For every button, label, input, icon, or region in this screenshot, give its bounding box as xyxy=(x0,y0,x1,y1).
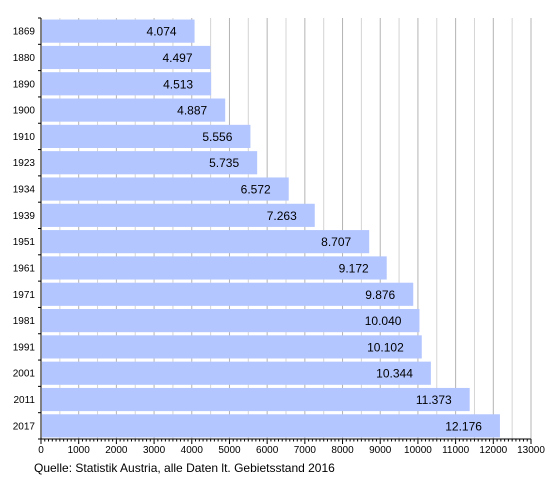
category-label: 1981 xyxy=(13,316,36,327)
x-tick-label: 3000 xyxy=(143,445,166,456)
category-label: 1900 xyxy=(13,106,36,117)
source-note: Quelle: Statistik Austria, alle Daten lt… xyxy=(34,461,335,475)
x-tick-label: 11000 xyxy=(442,445,470,456)
value-label: 11.373 xyxy=(416,393,452,407)
value-label: 6.572 xyxy=(241,183,271,197)
bar xyxy=(42,230,370,254)
category-label: 1991 xyxy=(13,342,36,353)
category-label: 1934 xyxy=(13,185,36,196)
category-label: 2017 xyxy=(13,421,36,432)
x-tick-label: 6000 xyxy=(256,445,279,456)
bar xyxy=(42,309,420,333)
value-label: 9.172 xyxy=(339,261,369,275)
x-tick-label: 7000 xyxy=(294,445,317,456)
value-label: 5.735 xyxy=(209,156,239,170)
bar xyxy=(42,45,211,70)
x-tick-label: 4000 xyxy=(181,445,204,456)
category-label: 1951 xyxy=(13,237,36,248)
bar xyxy=(42,256,387,280)
x-tick-label: 1000 xyxy=(68,445,91,456)
bar xyxy=(42,414,500,438)
category-label: 1939 xyxy=(13,211,36,222)
category-label: 1880 xyxy=(13,53,36,64)
category-label: 1869 xyxy=(13,27,36,38)
bar xyxy=(42,124,251,148)
value-label: 12.176 xyxy=(445,419,482,433)
value-label: 7.263 xyxy=(267,209,297,223)
value-label: 10.040 xyxy=(365,314,402,328)
category-label: 1890 xyxy=(13,79,36,90)
bar xyxy=(42,387,470,412)
value-label: 4.513 xyxy=(163,77,193,91)
bar xyxy=(42,203,315,227)
bar xyxy=(42,361,431,385)
x-tick-label: 9000 xyxy=(369,445,392,456)
x-tick-label: 2000 xyxy=(105,445,128,456)
bar xyxy=(42,151,258,175)
bar xyxy=(42,177,289,201)
x-tick-label: 10000 xyxy=(404,445,432,456)
bar xyxy=(42,282,414,306)
value-label: 9.876 xyxy=(365,288,395,302)
category-label: 2011 xyxy=(13,395,35,406)
category-label: 1961 xyxy=(13,263,36,274)
axes: 1869 1880 1890 1900 1910 1923 1934 1939 1951 1961… xyxy=(13,17,545,456)
value-label: 10.344 xyxy=(376,367,413,381)
x-tick-label: 12000 xyxy=(479,445,507,456)
bar xyxy=(42,98,226,122)
x-tick-label: 0 xyxy=(38,445,44,456)
category-label: 1971 xyxy=(13,290,36,301)
bar xyxy=(42,19,195,43)
value-label: 8.707 xyxy=(321,235,351,249)
value-label: 4.887 xyxy=(177,104,207,118)
bar xyxy=(42,335,422,359)
x-tick-label: 8000 xyxy=(331,445,354,456)
value-label: 10.102 xyxy=(367,340,404,354)
value-label: 4.074 xyxy=(147,25,177,39)
category-label: 1910 xyxy=(13,132,36,143)
category-label: 2001 xyxy=(13,369,36,380)
category-label: 1923 xyxy=(13,158,36,169)
x-tick-label: 5000 xyxy=(218,445,241,456)
value-label: 5.556 xyxy=(202,130,232,144)
x-tick-label: 13000 xyxy=(517,445,545,456)
bar xyxy=(42,72,212,96)
value-label: 4.497 xyxy=(162,51,192,65)
